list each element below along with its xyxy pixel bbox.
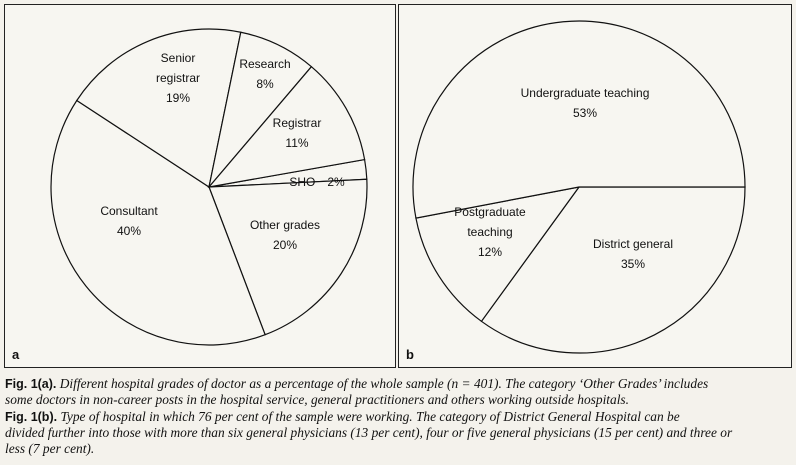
pie-chart-b: District general 35% Postgraduate teaching 1… [412, 20, 746, 354]
pie-b-slice-1-label: Postgraduate teaching 12% [454, 205, 526, 259]
figure-caption-a: Fig. 1(a). Different hospital grades of … [5, 376, 793, 408]
caption-b-text-2: divided further into those with more tha… [5, 425, 733, 441]
caption-a-text-1: Different hospital grades of doctor as a… [59, 376, 709, 391]
pie-b-slice-2 [412, 20, 746, 219]
pie-b-slice-0-label: District general 35% [593, 237, 673, 271]
caption-a-line-2: some doctors in non-career posts in the … [5, 392, 793, 408]
pie-a-slice-3 [75, 28, 242, 188]
pie-a-slice-4-label: Research 8% [239, 57, 290, 91]
pie-a-slice-5 [207, 65, 366, 188]
caption-a-fig-label: Fig. 1(a). [5, 377, 57, 391]
pie-a-slice-1 [208, 178, 368, 336]
panel-letter-a: a [12, 347, 20, 362]
caption-a-line-1: Fig. 1(a). Different hospital grades of … [5, 376, 793, 392]
caption-b-line-3: less (7 per cent). [5, 441, 793, 457]
pie-a-slice-1-label: Other grades 20% [250, 218, 320, 252]
pie-a-slice-2-label: Consultant 40% [100, 204, 158, 238]
pie-a-slice-3-label: Senior registrar 19% [156, 51, 200, 105]
panel-letter-b: b [406, 347, 414, 362]
caption-a-text-2: some doctors in non-career posts in the … [5, 392, 629, 408]
pie-b-slice-2-label: Undergraduate teaching 53% [521, 86, 650, 120]
pie-b-slice-1 [415, 186, 581, 323]
caption-b-fig-label: Fig. 1(b). [5, 410, 58, 424]
chart-panel-a: SHO 2% Other grades 20% Consultant 40% Senior… [4, 4, 396, 368]
chart-panel-b: District general 35% Postgraduate teaching 1… [398, 4, 792, 368]
caption-b-line-1: Fig. 1(b). Type of hospital in which 76 … [5, 409, 793, 425]
figure-caption-b: Fig. 1(b). Type of hospital in which 76 … [5, 409, 793, 458]
pie-a-slice-5-label: Registrar 11% [273, 116, 322, 150]
pie-a-slice-0-label: SHO 2% [289, 175, 345, 189]
pie-b-slice-0 [480, 186, 746, 354]
caption-b-text-3: less (7 per cent). [5, 441, 95, 457]
caption-b-text-1: Type of hospital in which 76 per cent of… [60, 409, 680, 424]
caption-b-line-2: divided further into those with more tha… [5, 425, 793, 441]
pie-chart-a: SHO 2% Other grades 20% Consultant 40% Senior… [50, 28, 368, 346]
pie-a-slice-2 [50, 99, 266, 346]
